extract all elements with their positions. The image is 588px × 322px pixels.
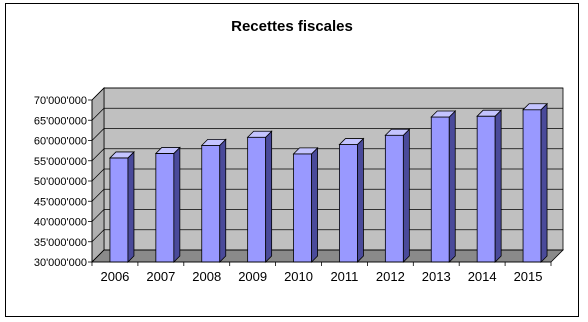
y-tick-label: 65'000'000	[34, 115, 87, 127]
bar-side	[357, 137, 364, 263]
x-tick-label: 2011	[330, 269, 358, 284]
bar-top	[430, 110, 457, 118]
bar-side	[448, 110, 456, 263]
x-tick-label: 2009	[238, 269, 267, 284]
bar-side	[494, 109, 502, 263]
y-tick-label: 40'000'000	[34, 217, 87, 229]
bar	[200, 138, 227, 263]
gridline	[91, 188, 563, 202]
gridlines	[91, 87, 563, 263]
gridline	[91, 249, 563, 263]
y-tick-label: 30'000'000	[34, 257, 87, 269]
bar-top	[246, 130, 273, 138]
bar-side	[540, 102, 548, 263]
bar	[430, 110, 457, 263]
bar	[246, 130, 273, 263]
y-axis: 30'000'000 35'000'000 40'000'000 45'000'000…	[34, 95, 93, 269]
gridline	[91, 209, 563, 222]
y-tick-label: 35'000'000	[34, 237, 87, 249]
gridline	[91, 168, 563, 182]
bars	[108, 102, 549, 263]
x-tick-label: 2015	[514, 269, 543, 284]
x-tick-label: 2013	[422, 269, 451, 284]
y-tick-label: 60'000'000	[34, 136, 87, 148]
y-tick-label: 50'000'000	[34, 176, 87, 188]
bar-front	[476, 115, 496, 263]
chart-title: Recettes fiscales	[231, 18, 353, 35]
gridline	[91, 148, 563, 161]
bar-side	[265, 130, 273, 263]
bar	[522, 102, 549, 263]
bar-top	[522, 103, 549, 111]
x-tick-label: 2008	[192, 269, 221, 284]
x-tick-label: 2014	[468, 269, 497, 284]
gridline	[91, 107, 563, 121]
y-tick-label: 70'000'000	[34, 95, 87, 107]
bar	[476, 109, 503, 263]
bar-side	[173, 146, 181, 263]
x-axis: 2006 2007 2008 2009 2010 2011 2012 2013 2014 2015	[91, 261, 552, 284]
bar-top	[338, 138, 365, 145]
bar-top	[108, 151, 135, 159]
bar-side	[311, 146, 318, 263]
x-tick-label: 2007	[146, 269, 175, 284]
gridline	[91, 128, 563, 141]
bar-side	[127, 150, 135, 263]
bar	[292, 146, 319, 263]
y-tick-label: 45'000'000	[34, 196, 87, 208]
bar-top	[384, 128, 411, 136]
bar-side	[219, 138, 227, 263]
bar-front	[384, 134, 404, 263]
bar	[108, 150, 135, 263]
bar	[154, 146, 181, 263]
x-tick-label: 2012	[376, 269, 405, 284]
gridline	[91, 87, 563, 101]
bar-side	[402, 128, 410, 263]
bar-front	[430, 116, 450, 263]
bar-top	[154, 147, 181, 154]
bar	[384, 128, 411, 263]
bar-front	[201, 144, 221, 263]
gridline	[91, 229, 563, 242]
bar	[338, 137, 365, 263]
bar-front	[293, 153, 312, 263]
bar-top	[292, 147, 319, 155]
x-tick-label: 2006	[100, 269, 129, 284]
y-tick-label: 55'000'000	[34, 156, 87, 168]
bar-front	[247, 136, 267, 263]
bar-front	[522, 109, 542, 263]
x-tick-label: 2010	[284, 269, 313, 284]
bar-front	[339, 144, 358, 263]
bar-top	[476, 109, 503, 117]
bar-top	[200, 138, 227, 146]
bar-front	[155, 153, 175, 263]
bar-front	[109, 157, 129, 263]
